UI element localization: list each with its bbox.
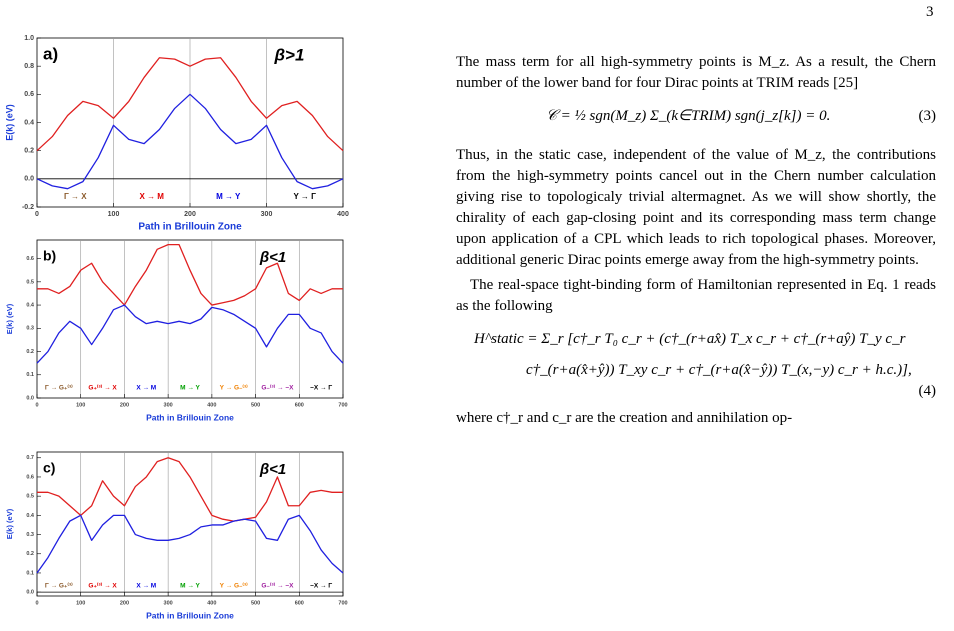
segment-label: Γ → X xyxy=(64,192,87,201)
y-tick-label: 0.3 xyxy=(26,532,34,538)
x-tick-label: 0 xyxy=(35,211,39,218)
annotation: β<1 xyxy=(259,249,286,266)
y-tick-label: 0.7 xyxy=(26,455,34,461)
y-axis-label: E(k) (eV) xyxy=(4,104,14,141)
y-tick-label: 0.2 xyxy=(26,349,34,355)
segment-label: X → M xyxy=(136,583,156,590)
band-curve xyxy=(36,514,344,574)
paragraph: The mass term for all high-symmetry poin… xyxy=(456,54,936,91)
equation-number: (3) xyxy=(918,108,937,124)
x-tick-label: 700 xyxy=(338,600,347,606)
y-tick-label: 0.0 xyxy=(26,590,34,596)
segment-label: Γ → G₊⁽³⁾ xyxy=(45,384,73,392)
annotation: β<1 xyxy=(259,461,286,478)
x-tick-label: 500 xyxy=(251,402,260,408)
band-curve xyxy=(36,304,344,364)
y-tick-label: 0.1 xyxy=(26,372,34,378)
segment-label: X → M xyxy=(136,385,156,392)
segment-label: −X → Γ xyxy=(310,583,332,590)
segment-label: Y → G₋⁽³⁾ xyxy=(220,384,249,392)
annotation: β>1 xyxy=(273,45,304,64)
segment-label: M → Y xyxy=(216,192,241,201)
panel-label: a) xyxy=(43,44,58,63)
text-column: The mass term for all high-symmetry poin… xyxy=(456,52,936,429)
segment-label: −X → Γ xyxy=(310,385,332,392)
equation: 𝒞 = ½ sgn(M_z) Σ_(k∈TRIM) sgn(j_z[k]) = … xyxy=(456,106,936,127)
y-tick-label: 0.2 xyxy=(24,148,34,155)
equation-number: (4) xyxy=(918,383,937,399)
x-tick-label: 700 xyxy=(338,402,347,408)
y-tick-label: 0.3 xyxy=(26,326,34,332)
segment-label: Γ → G₊⁽³⁾ xyxy=(45,582,73,590)
band-curve xyxy=(37,244,343,306)
x-tick-label: 100 xyxy=(76,600,85,606)
y-axis-label: E(k) (eV) xyxy=(5,303,14,334)
y-tick-label: 0.5 xyxy=(26,279,34,285)
equation-line: H^static = Σ_r [c†_r T₀ c_r + (c†_(r+ax̂… xyxy=(474,331,906,347)
equation-body: 𝒞 = ½ sgn(M_z) Σ_(k∈TRIM) sgn(j_z[k]) = … xyxy=(546,108,831,124)
x-tick-label: 400 xyxy=(207,600,216,606)
y-tick-label: 0.2 xyxy=(26,551,34,557)
segment-label: G₋⁽³⁾ → −X xyxy=(261,582,294,590)
segment-label: M → Y xyxy=(180,385,200,392)
band-curve xyxy=(36,93,344,190)
band-curve xyxy=(37,457,343,522)
segment-label: G₋⁽³⁾ → −X xyxy=(261,384,294,392)
y-tick-label: 0.5 xyxy=(26,494,34,500)
paragraph: The real-space tight-binding form of Ham… xyxy=(456,277,936,314)
segment-label: X → M xyxy=(140,192,165,201)
y-tick-label: 0.0 xyxy=(26,395,34,401)
y-tick-label: 0.1 xyxy=(26,570,34,576)
segment-label: Y → Γ xyxy=(294,192,317,201)
y-tick-label: 0.6 xyxy=(26,474,34,480)
segment-label: Y → G₋⁽³⁾ xyxy=(220,582,249,590)
segment-label: G₊⁽³⁾ → X xyxy=(88,582,117,590)
x-tick-label: 100 xyxy=(76,402,85,408)
y-tick-label: 0.6 xyxy=(24,91,34,98)
y-tick-label: 0.4 xyxy=(24,119,34,126)
y-tick-label: 0.6 xyxy=(26,256,34,262)
x-tick-label: 300 xyxy=(261,211,273,218)
segment-label: G₊⁽³⁾ → X xyxy=(88,384,117,392)
panel-label: b) xyxy=(43,248,56,264)
x-axis-label: Path in Brillouin Zone xyxy=(146,610,234,620)
y-tick-label: 0.4 xyxy=(26,513,35,519)
page-number: 3 xyxy=(926,4,934,20)
x-tick-label: 200 xyxy=(120,402,129,408)
x-tick-label: 300 xyxy=(164,402,173,408)
y-tick-label: 0.0 xyxy=(24,176,34,183)
band-curve xyxy=(36,57,344,152)
segment-label: M → Y xyxy=(180,583,200,590)
equation: H^static = Σ_r [c†_r T₀ c_r + (c†_(r+ax̂… xyxy=(456,329,936,402)
y-axis-label: E(k) (eV) xyxy=(5,508,14,539)
x-tick-label: 400 xyxy=(207,402,216,408)
x-axis-label: Path in Brillouin Zone xyxy=(146,412,234,422)
x-tick-label: 200 xyxy=(120,600,129,606)
y-tick-label: 0.8 xyxy=(24,63,34,70)
equation-line: c†_(r+a(x̂+ŷ)) T_xy c_r + c†_(r+a(x̂−ŷ))… xyxy=(526,362,912,378)
x-tick-label: 200 xyxy=(184,211,196,218)
y-tick-label: -0.2 xyxy=(22,204,34,211)
plot-frame xyxy=(36,451,344,597)
y-tick-label: 0.4 xyxy=(26,303,35,309)
x-tick-label: 600 xyxy=(295,402,304,408)
x-tick-label: 0 xyxy=(35,600,38,606)
x-axis-label: Path in Brillouin Zone xyxy=(138,222,242,233)
paragraph: where c†_r and c_r are the creation and … xyxy=(456,410,793,426)
x-tick-label: 600 xyxy=(295,600,304,606)
paragraph: Thus, in the static case, independent of… xyxy=(456,147,936,268)
y-tick-label: 1.0 xyxy=(24,35,34,42)
x-tick-label: 400 xyxy=(337,211,349,218)
x-tick-label: 100 xyxy=(108,211,120,218)
x-tick-label: 500 xyxy=(251,600,260,606)
panel-label: c) xyxy=(43,460,55,476)
x-tick-label: 300 xyxy=(164,600,173,606)
plot-frame xyxy=(36,239,344,399)
x-tick-label: 0 xyxy=(35,402,38,408)
